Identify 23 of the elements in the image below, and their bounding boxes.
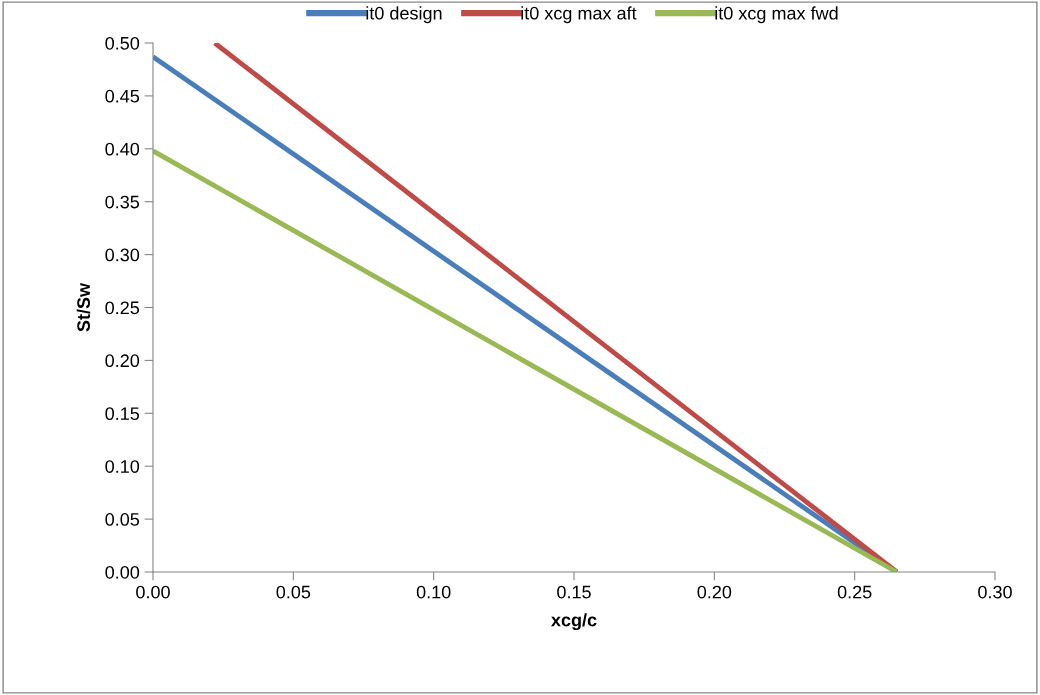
legend-label: it0 design — [366, 6, 442, 24]
y-tick-label: 0.40 — [105, 142, 140, 156]
legend-label: it0 xcg max fwd — [715, 6, 838, 24]
x-tick-label: 0.25 — [837, 585, 872, 599]
x-tick-label: 0.30 — [978, 585, 1012, 599]
y-tick-label: 0.20 — [105, 354, 140, 368]
x-tick-label: 0.15 — [557, 585, 591, 599]
y-tick-label: 0.05 — [105, 513, 140, 526]
x-tick-label: 0.10 — [416, 585, 451, 599]
x-tick-label: 0.00 — [136, 585, 170, 599]
y-tick-label: 0.50 — [105, 36, 140, 50]
x-axis-title: xcg/c — [551, 613, 597, 631]
legend-label: it0 xcg max aft — [521, 6, 637, 24]
x-tick-label: 0.20 — [697, 585, 732, 599]
y-tick-label: 0.25 — [105, 301, 140, 315]
x-tick-label: 0.05 — [276, 585, 311, 599]
y-tick-label: 0.10 — [105, 460, 140, 473]
y-axis-title: St/Sw — [76, 282, 91, 332]
y-tick-label: 0.15 — [105, 407, 140, 421]
y-tick-label: 0.35 — [105, 195, 140, 209]
y-tick-label: 0.45 — [105, 89, 140, 103]
y-tick-label: 0.30 — [105, 248, 140, 262]
y-tick-label: 0.00 — [105, 565, 140, 579]
